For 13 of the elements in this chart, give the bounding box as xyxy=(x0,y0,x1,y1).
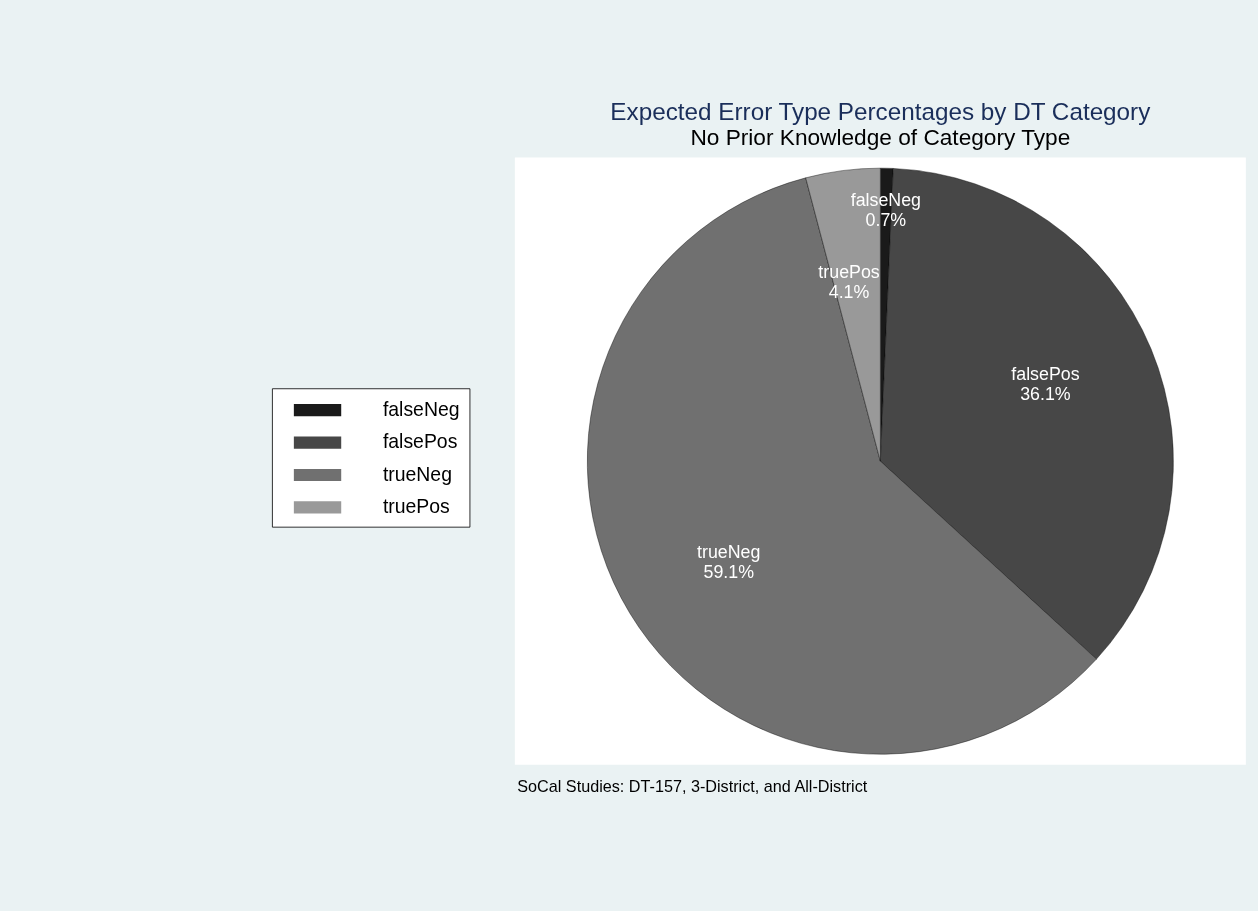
slice-label: trueNeg xyxy=(697,542,761,563)
legend-label: falsePos xyxy=(382,430,458,453)
data-label: 59.1% xyxy=(703,562,755,583)
data-label: 36.1% xyxy=(1020,384,1071,405)
chart-title: Expected Error Type Percentages by DT Category xyxy=(610,97,1152,125)
legend-label: falseNeg xyxy=(382,397,460,420)
slice-label: falsePos xyxy=(1011,364,1080,385)
legend-label: trueNeg xyxy=(382,462,452,485)
text: SoCal Studies: DT-157, 3-District, and All-District xyxy=(517,777,868,796)
data-label: 0.7% xyxy=(865,210,907,231)
slice-label: falseNeg xyxy=(850,190,921,211)
slice-label: truePos xyxy=(818,261,880,282)
legend-label: truePos xyxy=(382,495,450,517)
